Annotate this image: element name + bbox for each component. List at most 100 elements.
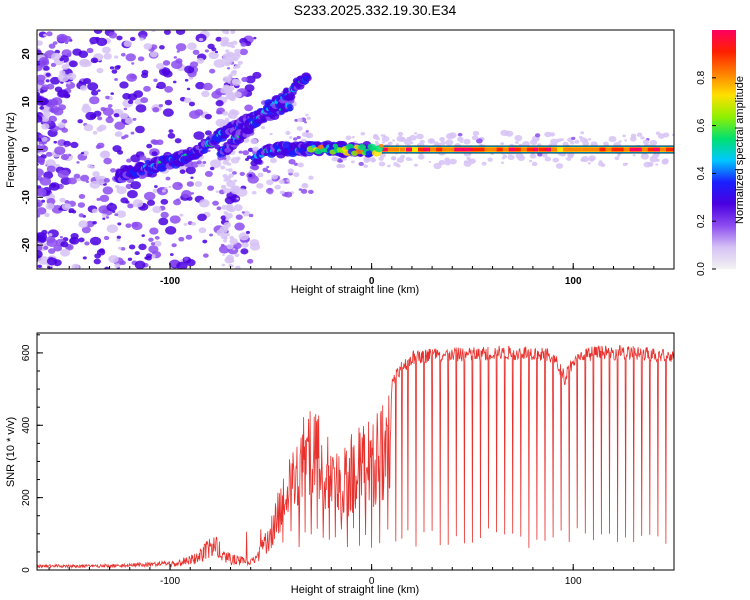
spectrogram-cell <box>172 80 177 84</box>
spectrogram-cell <box>403 138 413 146</box>
spectrogram-cell <box>500 129 509 136</box>
spectrogram-cell <box>181 190 192 199</box>
spectrogram-cell <box>41 116 50 122</box>
spectrogram-cell <box>156 139 164 146</box>
spectrogram-cell <box>245 75 256 84</box>
spectrogram-cell <box>146 143 153 149</box>
spectrogram-cell <box>127 190 138 199</box>
spectrogram-cell <box>197 213 207 222</box>
spectrogram-cell <box>187 42 197 51</box>
spectrogram-cell <box>234 48 241 54</box>
spectrogram-cell <box>207 43 215 50</box>
spectrogram-cell <box>232 185 241 192</box>
carrier-segment <box>490 147 497 152</box>
spectrogram-cell <box>116 210 127 218</box>
spectrogram-cell <box>111 69 118 74</box>
spectrogram-cell <box>228 73 233 77</box>
spectrogram-cell <box>209 166 215 171</box>
spectrogram-cell <box>531 161 538 167</box>
carrier-segment <box>393 147 400 152</box>
spectrogram-cell <box>378 161 386 167</box>
spectrogram-cell <box>37 95 43 102</box>
snr-panel: -100 0 100 0 200 400 600 Height of straight l… <box>5 332 675 596</box>
spectrogram-y-tick-label: 10 <box>21 96 32 108</box>
spectrogram-cell <box>239 171 245 177</box>
spectrogram-cell <box>198 199 210 208</box>
spectrogram-cell <box>184 65 195 74</box>
spectrogram-cell <box>97 116 103 121</box>
spectrogram-y-tick-label: -10 <box>21 190 32 205</box>
spectrogram-cell <box>300 188 308 194</box>
spectrogram-cell <box>117 222 122 226</box>
spectrogram-cell <box>90 90 99 96</box>
spectrogram-cell <box>204 130 212 136</box>
spectrogram-cell <box>395 143 400 146</box>
spectrogram-cell <box>500 161 505 164</box>
carrier-segment <box>575 147 582 152</box>
spectrogram-cell <box>293 162 298 166</box>
spectrogram-cell <box>396 163 401 168</box>
carrier-segment <box>569 147 580 152</box>
carrier-segment <box>520 147 532 152</box>
spectrogram-cell <box>160 198 169 205</box>
spectrogram-cell <box>80 174 90 182</box>
spectrogram-cell <box>463 138 471 145</box>
spectrogram-cell <box>53 140 58 144</box>
spectrogram-cell <box>83 77 92 85</box>
spectrogram-cell <box>66 245 72 249</box>
spectrogram-cell <box>93 30 103 34</box>
spectrogram-cell <box>655 163 659 166</box>
spectrogram-cell <box>414 132 418 135</box>
spectrogram-cell <box>396 135 404 142</box>
spectrogram-cell <box>212 200 219 206</box>
spectrogram-cell <box>59 70 66 76</box>
spectrogram-cell <box>37 74 46 83</box>
spectrogram-cell <box>271 174 279 180</box>
spectrogram-cell <box>640 136 645 140</box>
spectrogram-cell <box>351 136 355 139</box>
spectrogram-cell <box>175 43 187 52</box>
spectrogram-cell <box>220 120 226 124</box>
carrier-segment <box>647 147 655 152</box>
spectrogram-cell <box>230 194 241 203</box>
spectrogram-cell <box>67 177 77 185</box>
spectrogram-cell <box>226 243 234 250</box>
spectrogram-cell <box>254 158 263 165</box>
snr-y-ticks: 0 200 400 600 <box>21 334 43 573</box>
carrier-segment <box>599 147 607 152</box>
spectrogram-cell <box>409 134 417 141</box>
spectrogram-cell <box>204 49 209 53</box>
spectrogram-cell <box>204 170 213 178</box>
spectrogram-cell <box>114 121 126 130</box>
spectrogram-cell <box>269 132 273 136</box>
spectrogram-cell <box>374 140 379 144</box>
snr-y-tick-label: 600 <box>21 344 32 361</box>
spectrogram-cell <box>220 165 226 170</box>
spectrogram-cell <box>176 50 180 53</box>
spectrogram-cell <box>169 253 174 256</box>
spectrogram-cell <box>172 181 183 191</box>
spectrogram-cell <box>223 177 229 182</box>
spectrogram-cell <box>649 139 658 146</box>
spectrogram-cell <box>216 206 222 211</box>
carrier-segment <box>587 147 594 152</box>
spectrogram-cell <box>574 139 580 144</box>
carrier-segment <box>557 147 565 152</box>
spectrogram-cell <box>211 90 222 99</box>
spectrogram-cell <box>86 47 94 54</box>
spectrogram-cell <box>37 40 43 46</box>
carrier-segment <box>671 147 674 152</box>
snr-y-label: SNR (10 * v/v) <box>5 417 17 487</box>
spectrogram-cell <box>152 107 160 113</box>
spectrogram-cell <box>220 184 227 190</box>
spectrogram-cell <box>227 168 233 173</box>
spectrogram-cell <box>419 139 425 144</box>
spectrogram-cell <box>248 213 254 218</box>
spectrogram-cell <box>433 162 442 170</box>
spectrogram-cell <box>305 113 309 117</box>
spectrogram-cell <box>457 132 463 137</box>
spectrogram-cell <box>192 49 200 55</box>
spectrogram-cell <box>266 165 270 169</box>
spectrogram-cell <box>186 87 191 91</box>
